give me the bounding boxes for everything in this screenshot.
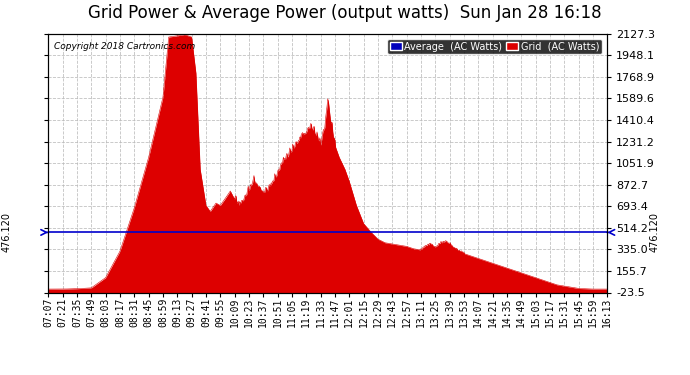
Legend: Average  (AC Watts), Grid  (AC Watts): Average (AC Watts), Grid (AC Watts) xyxy=(387,39,602,54)
Text: Copyright 2018 Cartronics.com: Copyright 2018 Cartronics.com xyxy=(54,42,195,51)
Text: Grid Power & Average Power (output watts)  Sun Jan 28 16:18: Grid Power & Average Power (output watts… xyxy=(88,4,602,22)
Text: 476.120: 476.120 xyxy=(2,212,12,252)
Text: 476.120: 476.120 xyxy=(649,212,659,252)
